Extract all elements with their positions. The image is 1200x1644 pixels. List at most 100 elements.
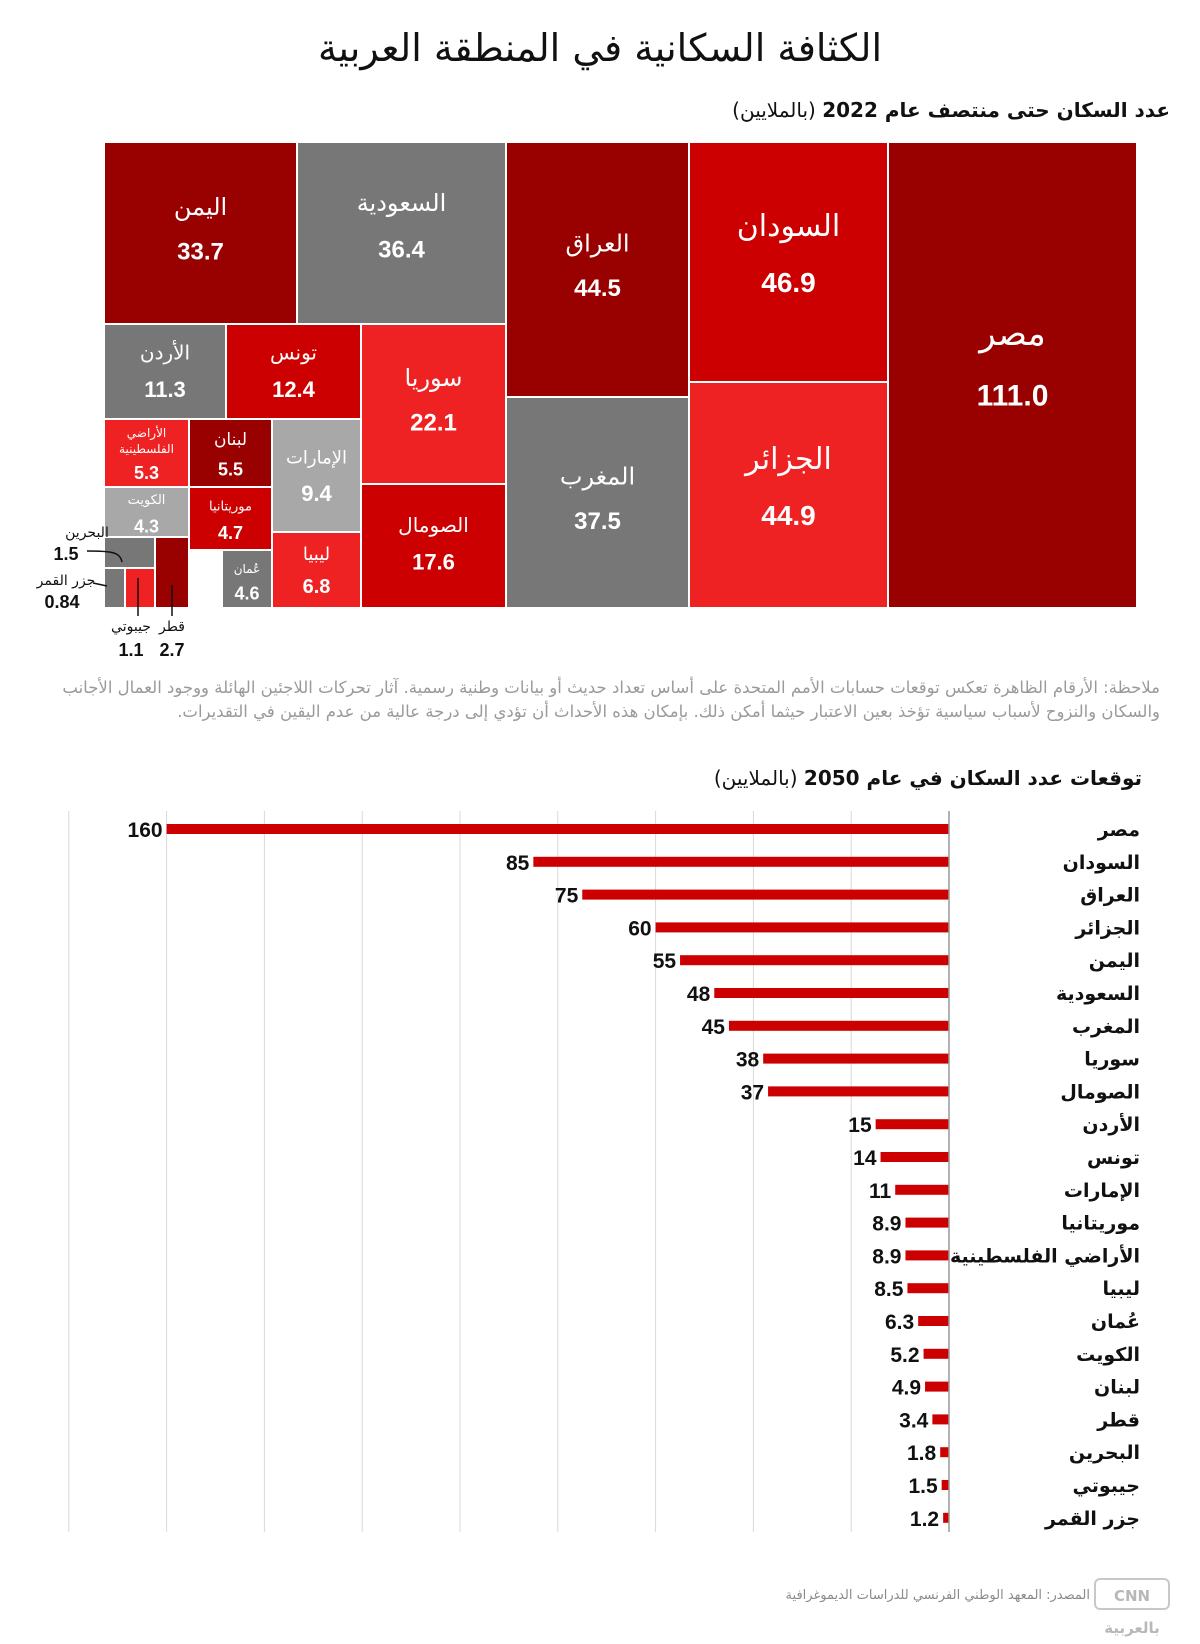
treemap-value-label: 44.5 — [574, 275, 621, 302]
treemap-name-label: اليمن — [174, 193, 227, 221]
treemap-name-label: البحرين — [65, 525, 109, 541]
treemap-name-label: العراق — [565, 230, 629, 258]
bar-category-label: البحرين — [1069, 1442, 1140, 1464]
treemap-value-label: 9.4 — [301, 481, 332, 506]
treemap-name-label: الأردن — [140, 341, 190, 365]
treemap-cell — [688, 381, 889, 609]
bar — [680, 955, 949, 966]
bar-value-label: 6.3 — [885, 1311, 914, 1334]
treemap-name-label: قطر — [158, 619, 185, 635]
bar-value-label: 3.4 — [899, 1409, 929, 1432]
bar-value-label: 45 — [702, 1016, 726, 1039]
bar-category-label: الإمارات — [1064, 1180, 1140, 1202]
treemap-value-label: 5.5 — [218, 459, 243, 479]
treemap-name-label: تونس — [270, 341, 317, 365]
bar-value-label: 160 — [128, 819, 163, 842]
bar — [655, 922, 949, 933]
treemap-value-label: 11.3 — [144, 377, 186, 402]
treemap-value-label: 4.3 — [134, 516, 159, 536]
bar — [880, 1152, 949, 1162]
bar — [905, 1217, 949, 1228]
treemap-name-label: السودان — [737, 209, 840, 244]
treemap-cell — [505, 396, 690, 609]
bar-category-label: موريتانيا — [1061, 1213, 1140, 1235]
bar-value-label: 48 — [687, 983, 711, 1006]
bar-value-label: 1.8 — [907, 1442, 937, 1465]
treemap-value-label: 4.6 — [234, 583, 259, 603]
treemap-value-label: 4.7 — [218, 523, 243, 543]
bar-value-label: 37 — [741, 1081, 764, 1104]
bar — [941, 1480, 949, 1490]
treemap-name-label: الكويت — [128, 493, 166, 508]
bar-value-label: 14 — [853, 1147, 877, 1170]
callout-line — [92, 582, 108, 587]
treemap-name-label: المغرب — [560, 463, 635, 491]
bar-category-label: سوريا — [1084, 1049, 1140, 1071]
treemap-value-label: 0.84 — [44, 592, 79, 612]
bar — [905, 1250, 949, 1261]
bar-gridlines — [68, 811, 950, 1532]
treemap-name-label: الأراضي — [127, 425, 167, 441]
treemap-subtitle-unit: (بالملايين) — [732, 98, 816, 122]
bar-category-label: لبنان — [1094, 1377, 1140, 1399]
bar-value-label: 5.2 — [890, 1344, 919, 1367]
bar-category-label: المغرب — [1072, 1016, 1140, 1038]
treemap-subtitle: عدد السكان حتى منتصف عام 2022 (بالملايين… — [732, 98, 1170, 122]
treemap-name-label: جيبوتي — [111, 619, 151, 635]
bar-value-label: 60 — [628, 917, 651, 940]
bar-value-label: 55 — [653, 950, 677, 973]
treemap-name-label: لبنان — [214, 430, 247, 450]
bar-chart-subtitle-unit: (بالملايين) — [713, 766, 798, 790]
bar — [907, 1283, 949, 1294]
treemap-value-label: 111.0 — [977, 380, 1049, 413]
treemap-cell — [360, 323, 507, 485]
source-text: المصدر: المعهد الوطني الفرنسي للدراسات ا… — [785, 1588, 1090, 1603]
treemap-name-label: جزر القمر — [36, 573, 96, 589]
bar-chart-subtitle: توقعات عدد السكان في عام 2050 (بالملايين… — [714, 766, 1142, 790]
bar — [714, 988, 949, 998]
treemap-cell — [360, 483, 507, 609]
bar-category-label: الأراضي الفلسطينية — [950, 1244, 1140, 1267]
bar-value-label: 8.5 — [874, 1278, 904, 1301]
bar-category-label: اليمن — [1089, 950, 1140, 972]
treemap-cell — [103, 141, 298, 325]
bar-value-label: 1.5 — [908, 1475, 938, 1498]
bar-category-label: تونس — [1087, 1147, 1140, 1169]
treemap-value-label: 5.3 — [134, 463, 159, 483]
bar — [895, 1184, 949, 1195]
bar-category-label: السعودية — [1056, 983, 1140, 1005]
callout-line — [86, 550, 123, 563]
bar-value-label: 85 — [506, 852, 530, 875]
bar-value-label: 8.9 — [872, 1245, 901, 1268]
bar — [768, 1086, 949, 1097]
treemap-cell — [688, 141, 889, 383]
treemap-name-label: الإمارات — [286, 448, 347, 469]
bar-category-label: مصر — [1097, 819, 1140, 841]
treemap-cell — [221, 549, 273, 609]
treemap-value-label: 1.1 — [118, 640, 143, 660]
treemap-value-label: 12.4 — [272, 377, 316, 402]
treemap-cell — [103, 323, 227, 420]
bar-value-label: 1.2 — [910, 1508, 939, 1531]
treemap-cell — [225, 323, 362, 420]
treemap-chart: مصر 111.0 السودان 46.9 الجزائر 44.9 العراق 44.5… — [36, 141, 1138, 660]
bar-value-label: 15 — [848, 1114, 872, 1137]
treemap-subtitle-label: عدد السكان حتى منتصف عام 2022 — [822, 98, 1170, 122]
treemap-cell — [188, 418, 273, 488]
bar-category-label: جزر القمر — [1044, 1508, 1140, 1530]
bar-category-label: الكويت — [1076, 1344, 1140, 1366]
bar — [875, 1119, 949, 1130]
treemap-name-label: سوريا — [404, 364, 462, 392]
bar-value-label: 8.9 — [872, 1213, 901, 1236]
treemap-value-label: 22.1 — [410, 409, 457, 436]
treemap-cells: مصر 111.0 السودان 46.9 الجزائر 44.9 العراق 44.5… — [36, 141, 1138, 660]
bar — [932, 1414, 949, 1425]
treemap-name-label: مصر — [977, 314, 1045, 354]
bar-category-label: السودان — [1063, 852, 1140, 874]
bar — [943, 1512, 949, 1523]
treemap-name-label: موريتانيا — [209, 500, 252, 515]
treemap-value-label: 2.7 — [159, 640, 184, 660]
treemap-value-label: 1.5 — [53, 544, 78, 564]
treemap-cell — [505, 141, 690, 398]
treemap-value-label: 17.6 — [412, 550, 455, 575]
